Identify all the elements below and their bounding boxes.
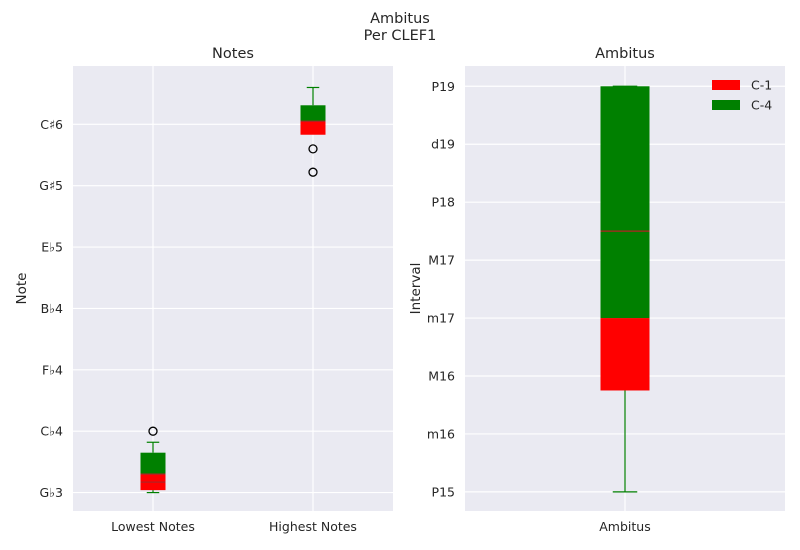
y-tick-label: M17 bbox=[428, 253, 455, 268]
x-tick-label: Lowest Notes bbox=[111, 519, 195, 534]
y-tick-label: B♭4 bbox=[41, 301, 63, 316]
y-axis-label: Interval bbox=[408, 263, 424, 315]
y-tick-label: m16 bbox=[427, 426, 455, 441]
outlier-point bbox=[308, 167, 318, 177]
figure-subtitle: Per CLEF1 bbox=[364, 28, 437, 44]
outlier-point bbox=[148, 426, 158, 436]
box-c-4 bbox=[600, 86, 650, 319]
y-tick-label: G♯5 bbox=[39, 178, 63, 193]
y-tick-label: G♭3 bbox=[39, 485, 63, 500]
panel-title: Notes bbox=[212, 46, 254, 62]
y-tick-label: E♭5 bbox=[41, 240, 63, 255]
y-tick-label: M16 bbox=[428, 368, 455, 383]
box-c-4 bbox=[140, 452, 166, 475]
y-tick-label: P15 bbox=[432, 484, 455, 499]
legend-swatch-c-1 bbox=[712, 80, 740, 90]
y-tick-label: F♭4 bbox=[42, 362, 63, 377]
x-tick-label: Ambitus bbox=[599, 519, 650, 534]
plot-area bbox=[73, 66, 393, 511]
panel-title: Ambitus bbox=[595, 46, 655, 62]
x-tick-label: Highest Notes bbox=[269, 519, 357, 534]
y-axis-label: Note bbox=[14, 273, 30, 305]
y-tick-label: C♭4 bbox=[40, 424, 63, 439]
y-tick-label: P18 bbox=[432, 195, 455, 210]
legend-label-c-1: C-1 bbox=[751, 78, 772, 93]
box-c-1 bbox=[600, 318, 650, 391]
notes-panel: G♭3 C♭4 F♭4 B♭4 E♭5 G♯5 C♯6 Lowest Notes Highest… bbox=[14, 46, 393, 534]
y-tick-label: d19 bbox=[431, 137, 455, 152]
ambitus-panel: P15 m16 M16 m17 M17 P18 d19 P19 Ambitus Ambitus In… bbox=[408, 46, 785, 534]
legend-label-c-4: C-4 bbox=[751, 98, 772, 113]
legend-swatch-c-4 bbox=[712, 100, 740, 110]
y-tick-label: m17 bbox=[427, 311, 455, 326]
figure-title: Ambitus bbox=[370, 11, 430, 27]
outlier-point bbox=[308, 144, 318, 154]
y-tick-label: P19 bbox=[432, 79, 455, 94]
box-c-1 bbox=[300, 121, 326, 135]
y-tick-label: C♯6 bbox=[40, 117, 63, 132]
box-c-4 bbox=[300, 105, 326, 122]
